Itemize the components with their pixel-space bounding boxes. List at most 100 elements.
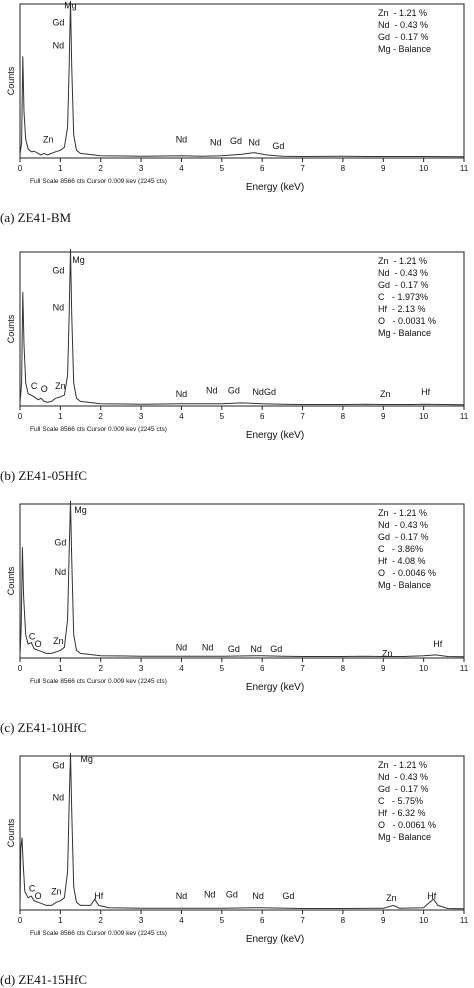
x-tick-label: 0 (18, 916, 23, 925)
x-tick-label: 7 (300, 412, 305, 421)
x-tick-label: 9 (381, 916, 386, 925)
footer-text: Full Scale 8566 cts Cursor 0.009 kev (22… (30, 930, 167, 937)
peak-label: C (31, 381, 38, 391)
caption-a: (a) ZE41-BM (0, 210, 72, 225)
peak-label: Nd (176, 642, 188, 652)
composition-entry: Nd - 0.43 % (378, 20, 428, 30)
composition-entry: O - 0.0031 % (378, 316, 436, 326)
x-tick-label: 3 (139, 412, 144, 421)
spectrum-panel-c: 0 1 2 3 4 5 6 7 8 9 10 11 Counts Full Scale 8566 cts … (0, 500, 474, 745)
x-tick-label: 8 (341, 412, 346, 421)
peak-label: Nd (55, 567, 67, 577)
x-tick-label: 4 (179, 164, 184, 173)
x-tick-label: 3 (139, 916, 144, 925)
spectrum-line (19, 752, 465, 910)
x-tick-label: 4 (179, 412, 184, 421)
peak-label: Mg (80, 754, 93, 764)
peak-label: C (29, 632, 36, 642)
composition-entry: Gd - 0.17 % (378, 32, 429, 42)
composition-entry: C - 5.75% (378, 796, 423, 806)
peak-label: Gd (54, 538, 66, 548)
peak-label: Gd (272, 141, 284, 151)
x-axis-label: Energy (keV) (246, 182, 304, 193)
peak-label: Nd (176, 389, 188, 399)
peak-label: Zn (380, 389, 391, 399)
x-tick-label: 9 (381, 164, 386, 173)
x-tick-label: 8 (341, 916, 346, 925)
x-tick-label: 2 (99, 664, 104, 673)
peak-label: Mg (74, 505, 87, 515)
plot-frame (19, 3, 465, 159)
composition-entry: Nd - 0.43 % (378, 520, 428, 530)
composition-entry: Mg - Balance (378, 832, 431, 842)
x-tick-label: 8 (341, 164, 346, 173)
x-tick-label: 4 (179, 916, 184, 925)
peak-label: Nd (53, 303, 65, 313)
footer-text: Full Scale 8566 cts Cursor 0.009 kev (22… (30, 678, 167, 685)
x-tick-label: 8 (341, 664, 346, 673)
spectrum-panel-b: 0 1 2 3 4 5 6 7 8 9 10 11 Counts Full Scale 8566 cts … (0, 248, 474, 493)
peak-label: Hf (427, 891, 436, 901)
x-tick-label: 6 (260, 164, 265, 173)
composition-entry: Mg - Balance (378, 328, 431, 338)
spectrum-line (19, 0, 465, 158)
peak-label: Zn (386, 893, 397, 903)
spectrum-panel-a: 0 1 2 3 4 5 6 7 8 9 10 11 Counts Full Scale 8566 cts … (0, 0, 474, 235)
peak-label: Nd (206, 386, 218, 396)
spectrum-chart-c: 0 1 2 3 4 5 6 7 8 9 10 11 Counts Full Scale 8566 cts … (6, 500, 469, 693)
composition-entry: O - 0.0061 % (378, 820, 436, 830)
footer-text: Full Scale 8566 cts Cursor 0.009 kev (22… (30, 426, 167, 433)
composition-entry: Gd - 0.17 % (378, 280, 429, 290)
x-tick-label: 10 (419, 164, 428, 173)
x-axis-label: Energy (keV) (246, 682, 304, 693)
peak-label: Gd (282, 891, 294, 901)
composition-entry: Hf - 6.32 % (378, 808, 426, 818)
spectrum-line (19, 500, 465, 658)
peak-label: Gd (228, 386, 240, 396)
x-tick-label: 4 (179, 664, 184, 673)
x-tick-label: 7 (300, 916, 305, 925)
peak-label: O (41, 384, 48, 394)
y-axis-label: Counts (6, 818, 16, 847)
composition-entry: Hf - 2.13 % (378, 304, 426, 314)
peak-label: Gd (52, 760, 64, 770)
x-tick-label: 9 (381, 664, 386, 673)
peak-label: Zn (51, 887, 62, 897)
peak-label: Nd (204, 890, 216, 900)
composition-entry: Nd - 0.43 % (378, 268, 428, 278)
caption-d: (d) ZE41-15HfC (0, 972, 88, 987)
plot-frame (19, 503, 465, 659)
peak-label: O (35, 891, 42, 901)
caption-b: (b) ZE41-05HfC (0, 468, 88, 483)
peak-label: Mg (64, 1, 77, 11)
peak-label: Gd (228, 644, 240, 654)
x-tick-label: 3 (139, 664, 144, 673)
plot-frame (19, 251, 465, 407)
composition-entry: Zn - 1.21 % (378, 760, 427, 770)
x-tick-label: 6 (260, 664, 265, 673)
x-tick-label: 5 (220, 412, 225, 421)
x-tick-label: 0 (18, 412, 23, 421)
composition-entry: Gd - 0.17 % (378, 532, 429, 542)
composition-entry: Zn - 1.21 % (378, 508, 427, 518)
y-axis-label: Counts (6, 66, 16, 95)
peak-label: Mg (72, 255, 85, 265)
x-tick-label: 1 (58, 916, 63, 925)
composition-entry: C - 1.973% (378, 292, 428, 302)
x-tick-label: 5 (220, 164, 225, 173)
peak-label: Zn (55, 381, 66, 391)
peak-label: Nd (53, 41, 65, 51)
x-tick-label: 10 (419, 412, 428, 421)
peak-label: Zn (43, 135, 54, 145)
peak-label: Nd (202, 642, 214, 652)
peak-label: Gd (52, 266, 64, 276)
composition-entry: Gd - 0.17 % (378, 784, 429, 794)
x-tick-label: 5 (220, 664, 225, 673)
peak-label: Zn (53, 636, 64, 646)
x-axis-label: Energy (keV) (246, 430, 304, 441)
x-tick-label: 7 (300, 664, 305, 673)
x-tick-label: 3 (139, 164, 144, 173)
spectrum-panel-d: 0 1 2 3 4 5 6 7 8 9 10 11 Counts Full Scale 8566 cts … (0, 752, 474, 988)
peak-label: Zn (382, 648, 393, 658)
x-tick-label: 0 (18, 664, 23, 673)
